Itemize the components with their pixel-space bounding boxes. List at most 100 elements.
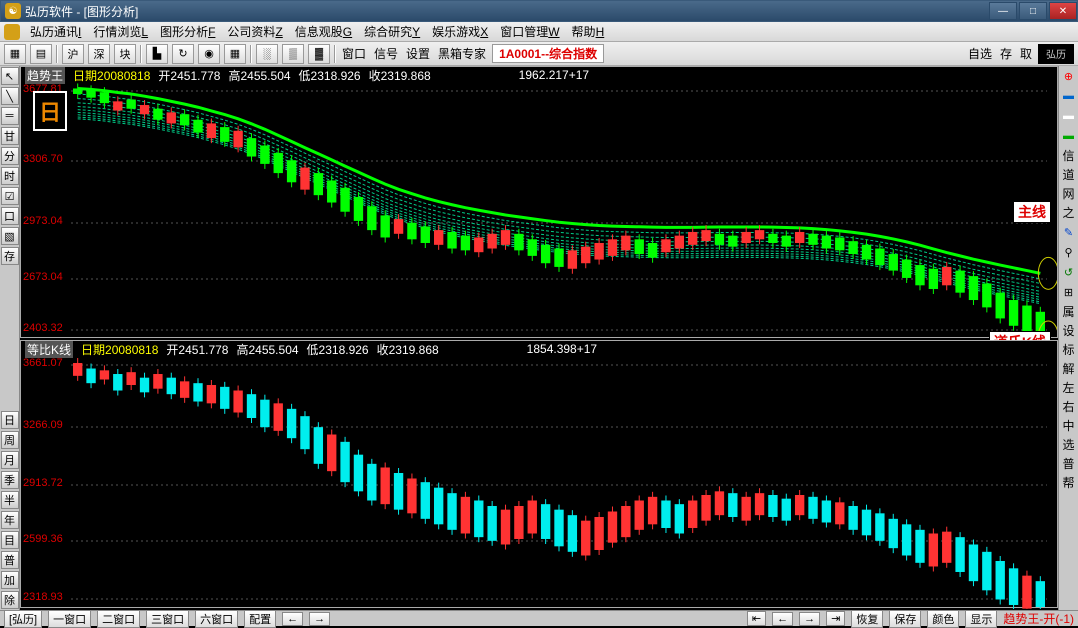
tool-c-icon[interactable]: ▓ bbox=[308, 44, 330, 64]
tb-label[interactable]: 黑箱专家 bbox=[436, 45, 488, 62]
nav-last[interactable]: ⇥ bbox=[826, 611, 845, 626]
status-action[interactable]: 颜色 bbox=[927, 610, 959, 628]
maximize-button[interactable]: □ bbox=[1019, 2, 1047, 20]
right-label[interactable]: 左 bbox=[1059, 378, 1078, 397]
right-tool-icon[interactable]: ⚲ bbox=[1060, 243, 1078, 261]
left-period[interactable]: 普 bbox=[1, 551, 19, 569]
menu-item[interactable]: 帮助H bbox=[566, 23, 611, 40]
right-label[interactable]: 设 bbox=[1059, 321, 1078, 340]
menu-item[interactable]: 公司资料Z bbox=[221, 23, 288, 40]
tb-right-btn[interactable]: 存 bbox=[998, 45, 1014, 62]
left-period[interactable]: 除 bbox=[1, 591, 19, 609]
nav-first[interactable]: ⇤ bbox=[747, 611, 766, 626]
right-label[interactable]: 普 bbox=[1059, 454, 1078, 473]
nav-next[interactable]: → bbox=[799, 612, 820, 626]
menu-item[interactable]: 信息观股G bbox=[289, 23, 358, 40]
app-icon: ☯ bbox=[5, 3, 21, 19]
left-period[interactable]: 季 bbox=[1, 471, 19, 489]
right-icon[interactable]: ⊕ bbox=[1060, 67, 1078, 85]
brand-logo: 弘历 bbox=[1038, 44, 1074, 64]
right-icon[interactable]: ▬ bbox=[1060, 87, 1078, 105]
left-tool[interactable]: 分 bbox=[1, 147, 19, 165]
tool-icon-2[interactable]: ▤ bbox=[30, 44, 52, 64]
menu-item[interactable]: 娱乐游戏X bbox=[426, 23, 494, 40]
status-arrow-left[interactable]: ← bbox=[282, 612, 303, 626]
status-tab[interactable]: 三窗口 bbox=[146, 610, 189, 628]
left-tool[interactable]: ▧ bbox=[1, 227, 19, 245]
refresh-icon[interactable]: ↻ bbox=[172, 44, 194, 64]
right-label[interactable]: 网 bbox=[1059, 184, 1078, 203]
right-label[interactable]: 选 bbox=[1059, 435, 1078, 454]
tb-label[interactable]: 窗口 bbox=[340, 45, 368, 62]
status-tab[interactable]: [弘历] bbox=[4, 610, 42, 628]
tool-b-icon[interactable]: ▒ bbox=[282, 44, 304, 64]
tb-right-btn[interactable]: 取 bbox=[1018, 45, 1034, 62]
right-label[interactable]: 之 bbox=[1059, 203, 1078, 222]
right-label[interactable]: 右 bbox=[1059, 397, 1078, 416]
status-tab[interactable]: 一窗口 bbox=[48, 610, 91, 628]
minimize-button[interactable]: — bbox=[989, 2, 1017, 20]
market-btn[interactable]: 深 bbox=[88, 44, 110, 64]
right-label[interactable]: 帮 bbox=[1059, 473, 1078, 492]
status-action[interactable]: 保存 bbox=[889, 610, 921, 628]
chart2-extra: 1854.398+17 bbox=[527, 342, 597, 356]
status-action[interactable]: 恢复 bbox=[851, 610, 883, 628]
chart-2[interactable]: 等比K线 日期20080818 开2451.778 高2455.504 低231… bbox=[20, 340, 1058, 608]
nav-prev[interactable]: ← bbox=[772, 612, 793, 626]
market-btn[interactable]: 块 bbox=[114, 44, 136, 64]
left-tool[interactable]: 甘 bbox=[1, 127, 19, 145]
status-info: 趋势王-开(-1) bbox=[1003, 610, 1074, 627]
right-label[interactable]: 中 bbox=[1059, 416, 1078, 435]
tool-icon-1[interactable]: ▦ bbox=[4, 44, 26, 64]
left-period[interactable]: 日 bbox=[1, 411, 19, 429]
left-period[interactable]: 周 bbox=[1, 431, 19, 449]
menu-item[interactable]: 弘历通讯I bbox=[24, 23, 87, 40]
left-tool[interactable]: 存 bbox=[1, 247, 19, 265]
menu-item[interactable]: 窗口管理W bbox=[494, 23, 565, 40]
right-icon[interactable]: ▬ bbox=[1060, 127, 1078, 145]
right-label[interactable]: 信 bbox=[1059, 146, 1078, 165]
chart-icon[interactable]: ▙ bbox=[146, 44, 168, 64]
left-tool[interactable]: ═ bbox=[1, 107, 19, 125]
right-label[interactable]: 道 bbox=[1059, 165, 1078, 184]
left-period[interactable]: 半 bbox=[1, 491, 19, 509]
chart1-low: 低2318.926 bbox=[299, 67, 361, 84]
tool-a-icon[interactable]: ░ bbox=[256, 44, 278, 64]
right-toolbar: ⊕▬▬▬信道网之✎⚲↺⊞属设标解左右中选普帮 bbox=[1058, 66, 1078, 610]
status-tab[interactable]: 六窗口 bbox=[195, 610, 238, 628]
grid-icon[interactable]: ▦ bbox=[224, 44, 246, 64]
left-toolbar: ↖ ╲ ═ 甘分时 ☑ 口 ▧ 存日周月季半年目普加除 bbox=[0, 66, 20, 610]
right-tool-icon[interactable]: ↺ bbox=[1060, 263, 1078, 281]
right-icon[interactable]: ▬ bbox=[1060, 107, 1078, 125]
menu-item[interactable]: 图形分析F bbox=[154, 23, 221, 40]
menu-item[interactable]: 行情浏览L bbox=[87, 23, 154, 40]
anno-main-line: 主线 bbox=[1013, 201, 1051, 223]
tb-label[interactable]: 设置 bbox=[404, 45, 432, 62]
chart1-close: 收2319.868 bbox=[369, 67, 431, 84]
market-btn[interactable]: 沪 bbox=[62, 44, 84, 64]
right-label[interactable]: 标 bbox=[1059, 340, 1078, 359]
status-action[interactable]: 显示 bbox=[965, 610, 997, 628]
left-tool[interactable]: ↖ bbox=[1, 67, 19, 85]
left-period[interactable]: 加 bbox=[1, 571, 19, 589]
status-tab[interactable]: 二窗口 bbox=[97, 610, 140, 628]
left-tool[interactable]: ☑ bbox=[1, 187, 19, 205]
menu-item[interactable]: 综合研究Y bbox=[358, 23, 426, 40]
close-button[interactable]: ✕ bbox=[1049, 2, 1077, 20]
left-period[interactable]: 目 bbox=[1, 531, 19, 549]
left-tool[interactable]: ╲ bbox=[1, 87, 19, 105]
right-label[interactable]: 属 bbox=[1059, 302, 1078, 321]
tb-right-btn[interactable]: 自选 bbox=[966, 45, 994, 62]
right-label[interactable]: 解 bbox=[1059, 359, 1078, 378]
chart-1[interactable]: 趋势王 日期20080818 开2451.778 高2455.504 低2318… bbox=[20, 66, 1058, 338]
left-tool[interactable]: 时 bbox=[1, 167, 19, 185]
eye-icon[interactable]: ◉ bbox=[198, 44, 220, 64]
tb-label[interactable]: 信号 bbox=[372, 45, 400, 62]
right-tool-icon[interactable]: ✎ bbox=[1060, 223, 1078, 241]
status-arrow-right[interactable]: → bbox=[309, 612, 330, 626]
left-period[interactable]: 年 bbox=[1, 511, 19, 529]
right-tool-icon[interactable]: ⊞ bbox=[1060, 283, 1078, 301]
left-tool[interactable]: 口 bbox=[1, 207, 19, 225]
left-period[interactable]: 月 bbox=[1, 451, 19, 469]
status-tab[interactable]: 配置 bbox=[244, 610, 276, 628]
